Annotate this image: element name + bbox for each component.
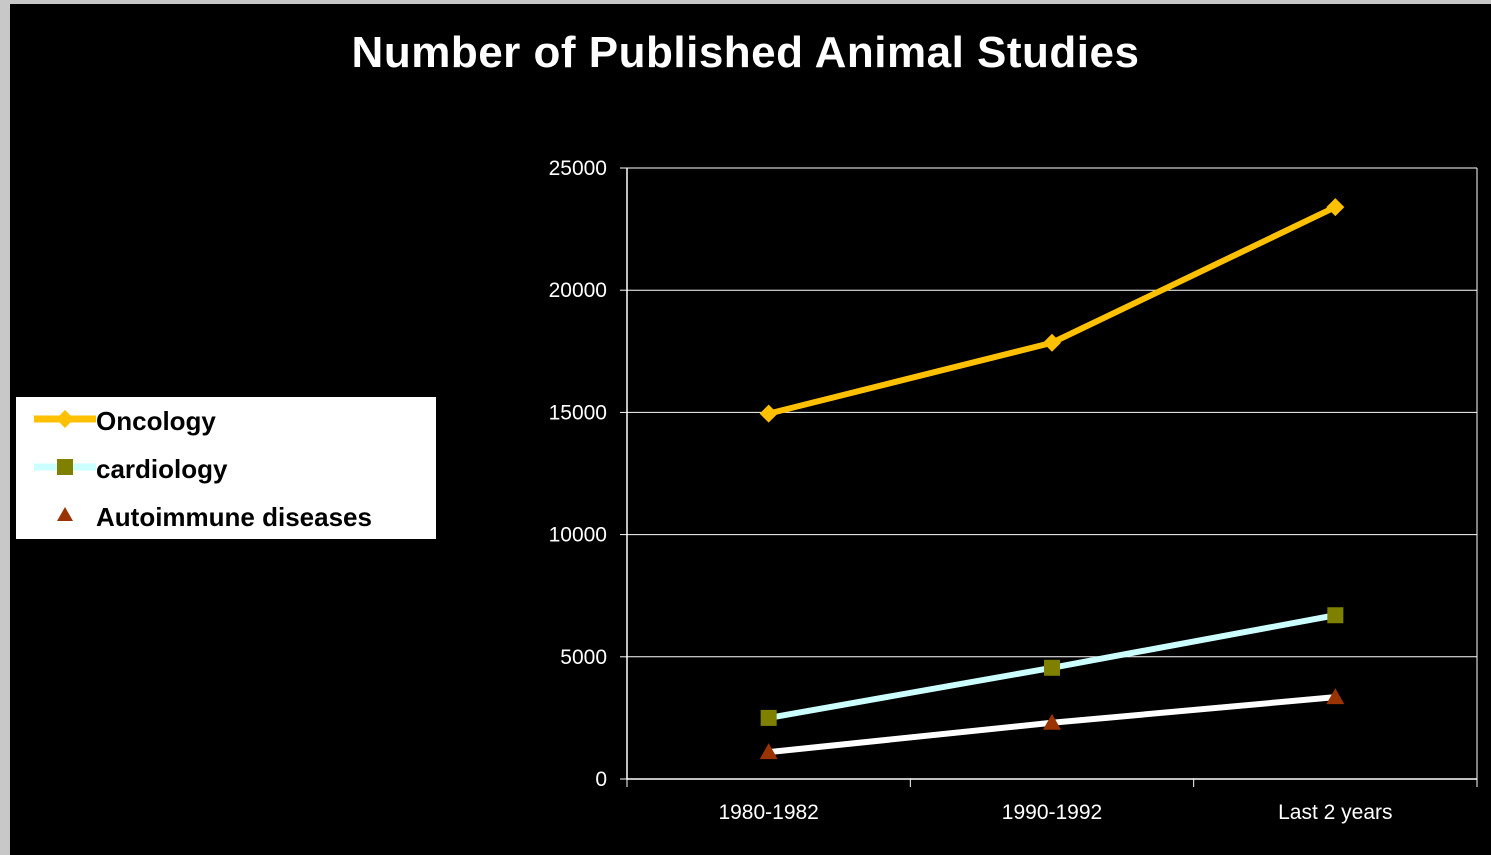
data-point-cardiology-1 <box>1044 659 1060 676</box>
legend-label-oncology: Oncology <box>96 406 216 436</box>
x-tick-label-0: 1980-1982 <box>718 801 818 824</box>
data-point-oncology-2 <box>1326 198 1345 217</box>
legend-label-cardiology: cardiology <box>96 454 228 484</box>
legend-item-oncology: Oncology <box>16 397 436 445</box>
legend-swatch-autoimmune-diseases <box>34 507 96 521</box>
y-tick-label-5000: 5000 <box>560 646 607 669</box>
data-point-oncology-0 <box>759 404 778 423</box>
legend-item-autoimmune-diseases: Autoimmune diseases <box>16 493 436 541</box>
legend: Oncology cardiology Autoimmune diseases <box>16 397 436 539</box>
chart-title: Number of Published Animal Studies <box>351 28 1140 77</box>
y-tick-label-15000: 15000 <box>549 401 607 424</box>
y-tick-label-10000: 10000 <box>549 524 607 547</box>
y-tick-label-20000: 20000 <box>549 279 607 302</box>
data-point-oncology-1 <box>1043 333 1061 352</box>
legend-swatch-cardiology <box>34 459 96 475</box>
y-tick-label-25000: 25000 <box>549 157 607 180</box>
y-tick-label-0: 0 <box>595 768 607 791</box>
series-line-oncology <box>767 204 1337 417</box>
data-point-cardiology-0 <box>760 709 777 726</box>
data-point-autoimmune-diseases-0 <box>759 743 778 760</box>
x-tick-label-2: Last 2 years <box>1278 801 1392 824</box>
data-point-cardiology-2 <box>1327 607 1344 624</box>
data-point-autoimmune-diseases-1 <box>1043 713 1061 730</box>
data-point-autoimmune-diseases-2 <box>1326 688 1345 705</box>
x-tick-label-1: 1990-1992 <box>1002 801 1102 824</box>
legend-label-autoimmune-diseases: Autoimmune diseases <box>96 502 372 532</box>
legend-swatch-oncology <box>34 410 96 428</box>
legend-item-cardiology: cardiology <box>16 445 436 493</box>
